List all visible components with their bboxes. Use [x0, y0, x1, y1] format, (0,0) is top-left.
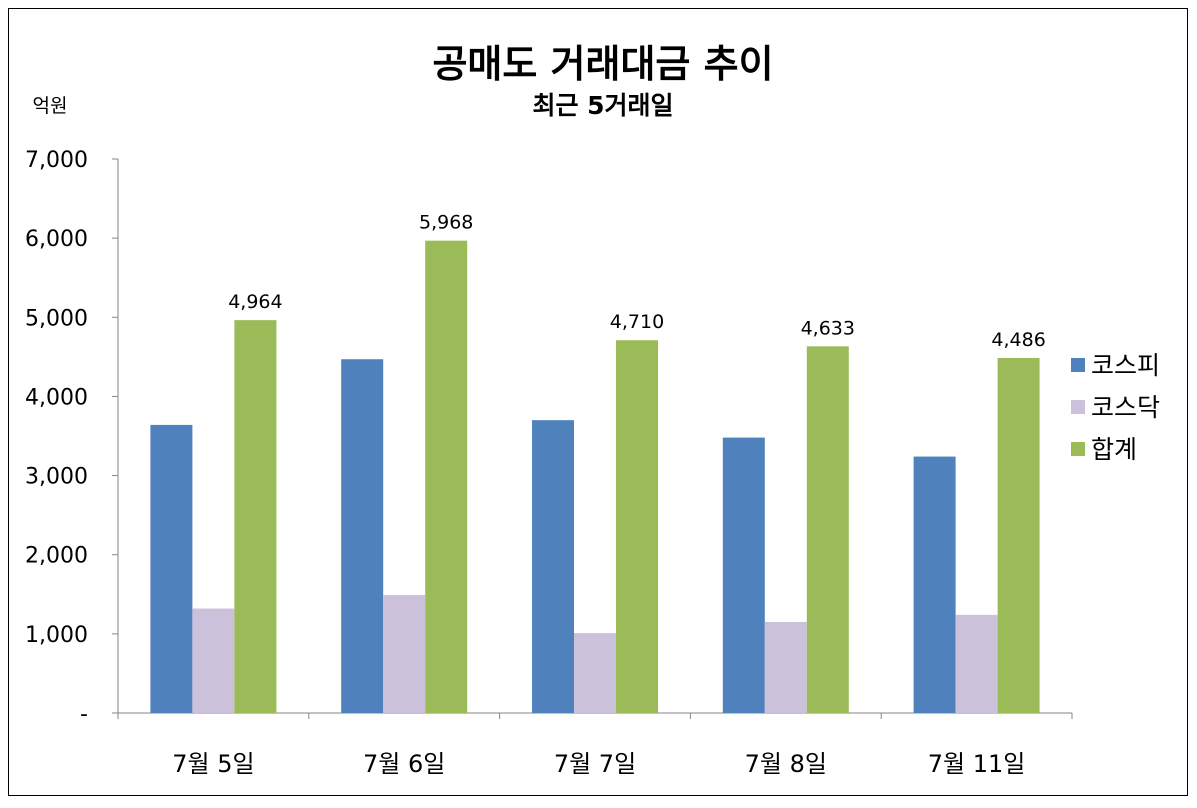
bar [616, 340, 658, 713]
data-label: 5,968 [419, 212, 473, 234]
bar [764, 621, 807, 713]
chart-frame [8, 8, 1188, 796]
data-label: 4,710 [610, 311, 664, 333]
bar [997, 357, 1040, 713]
legend-swatch [1071, 442, 1085, 456]
y-tick-label: 3,000 [25, 465, 88, 490]
legend-label: 코스피 [1091, 351, 1160, 380]
chart-subtitle: 최근 5거래일 [532, 91, 673, 120]
bar [574, 633, 616, 713]
bar [955, 614, 998, 713]
axes: - 1,000 2,000 3,000 4,000 5,000 6,000 7,000 7월 5… [25, 148, 1073, 778]
bar [341, 359, 384, 713]
x-tick-label: 7월 7일 [554, 750, 636, 778]
data-label: 4,964 [228, 291, 282, 313]
y-tick-label: 4,000 [25, 385, 88, 410]
bar [806, 346, 849, 713]
y-tick-label: 2,000 [25, 544, 88, 569]
x-tick-label: 7월 6일 [363, 750, 445, 778]
data-label: 4,633 [801, 317, 855, 339]
bar [532, 420, 574, 713]
x-tick-label: 7월 8일 [745, 750, 827, 778]
legend-label: 코스닥 [1091, 393, 1160, 422]
x-tick-label: 7월 11일 [928, 750, 1026, 778]
bar [150, 424, 193, 713]
y-tick-label: 5,000 [25, 306, 88, 331]
x-tick-label: 7월 5일 [172, 750, 254, 778]
bar [234, 320, 277, 713]
data-labels: 4,964 5,968 4,710 4,633 4,486 [228, 212, 1046, 351]
y-tick-label: 6,000 [25, 227, 88, 252]
bar [383, 595, 426, 713]
legend-swatch [1071, 358, 1085, 372]
bar [913, 456, 956, 713]
chart-title: 공매도 거래대금 추이 [432, 42, 773, 86]
bar [192, 608, 235, 713]
bars [150, 240, 1040, 714]
bar [722, 437, 765, 713]
y-tick-label: 1,000 [25, 623, 88, 648]
y-tick-label: - [80, 702, 88, 727]
legend-swatch [1071, 400, 1085, 414]
bar [425, 240, 468, 714]
data-label: 4,486 [991, 329, 1045, 351]
y-axis-unit-label: 억원 [33, 95, 68, 117]
legend-label: 합계 [1091, 435, 1137, 464]
y-tick-label: 7,000 [25, 148, 88, 173]
